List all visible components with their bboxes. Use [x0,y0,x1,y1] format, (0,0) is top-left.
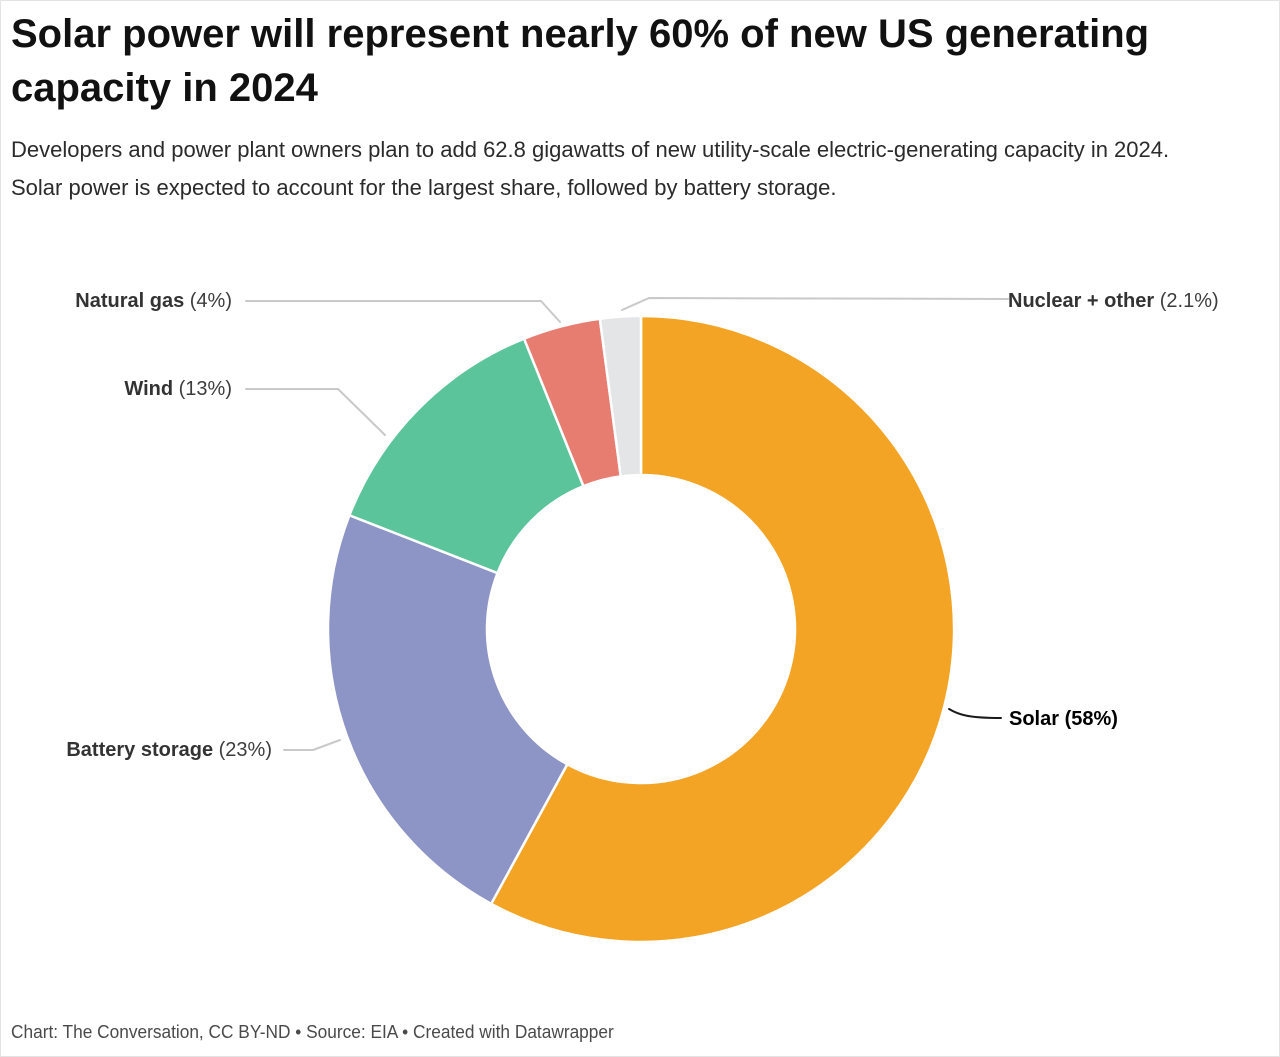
connector-lines [245,297,1009,751]
label-nuclear-other: Nuclear + other (2.1%) [1008,289,1219,313]
label-wind-pct: (13%) [178,378,232,400]
chart-subtitle: Developers and power plant owners plan t… [11,137,1170,200]
slice-battery-storage[interactable] [326,514,569,906]
connector-nuclear-other [621,297,1009,311]
slice-nuclear-other[interactable] [598,314,643,478]
label-solar: Solar (58%) [1009,707,1118,731]
connector-natural-gas [245,300,561,323]
donut-slices [326,314,956,944]
label-solar-pct: (58%) [1064,708,1118,730]
label-solar-name: Solar [1009,708,1060,730]
label-nuclear-other-name: Nuclear + other [1008,290,1155,312]
connector-solar [948,708,1002,719]
label-wind-name: Wind [124,378,174,400]
connector-battery-storage [283,739,341,751]
label-battery-storage-pct: (23%) [218,739,272,761]
label-nuclear-other-pct: (2.1%) [1159,290,1219,312]
label-natural-gas: Natural gas (4%) [75,289,232,313]
connector-wind [245,388,386,436]
slice-wind[interactable] [348,337,585,575]
label-battery-storage-name: Battery storage [66,739,214,761]
slice-solar[interactable] [489,314,956,944]
attribution-line: Chart: The Conversation, CC BY-ND • Sour… [11,1022,614,1042]
label-wind: Wind (13%) [124,377,232,401]
label-natural-gas-name: Natural gas [75,290,185,312]
label-natural-gas-pct: (4%) [189,290,232,312]
label-battery-storage: Battery storage (23%) [66,738,272,762]
chart-title: Solar power will represent nearly 60% of… [11,12,1150,110]
